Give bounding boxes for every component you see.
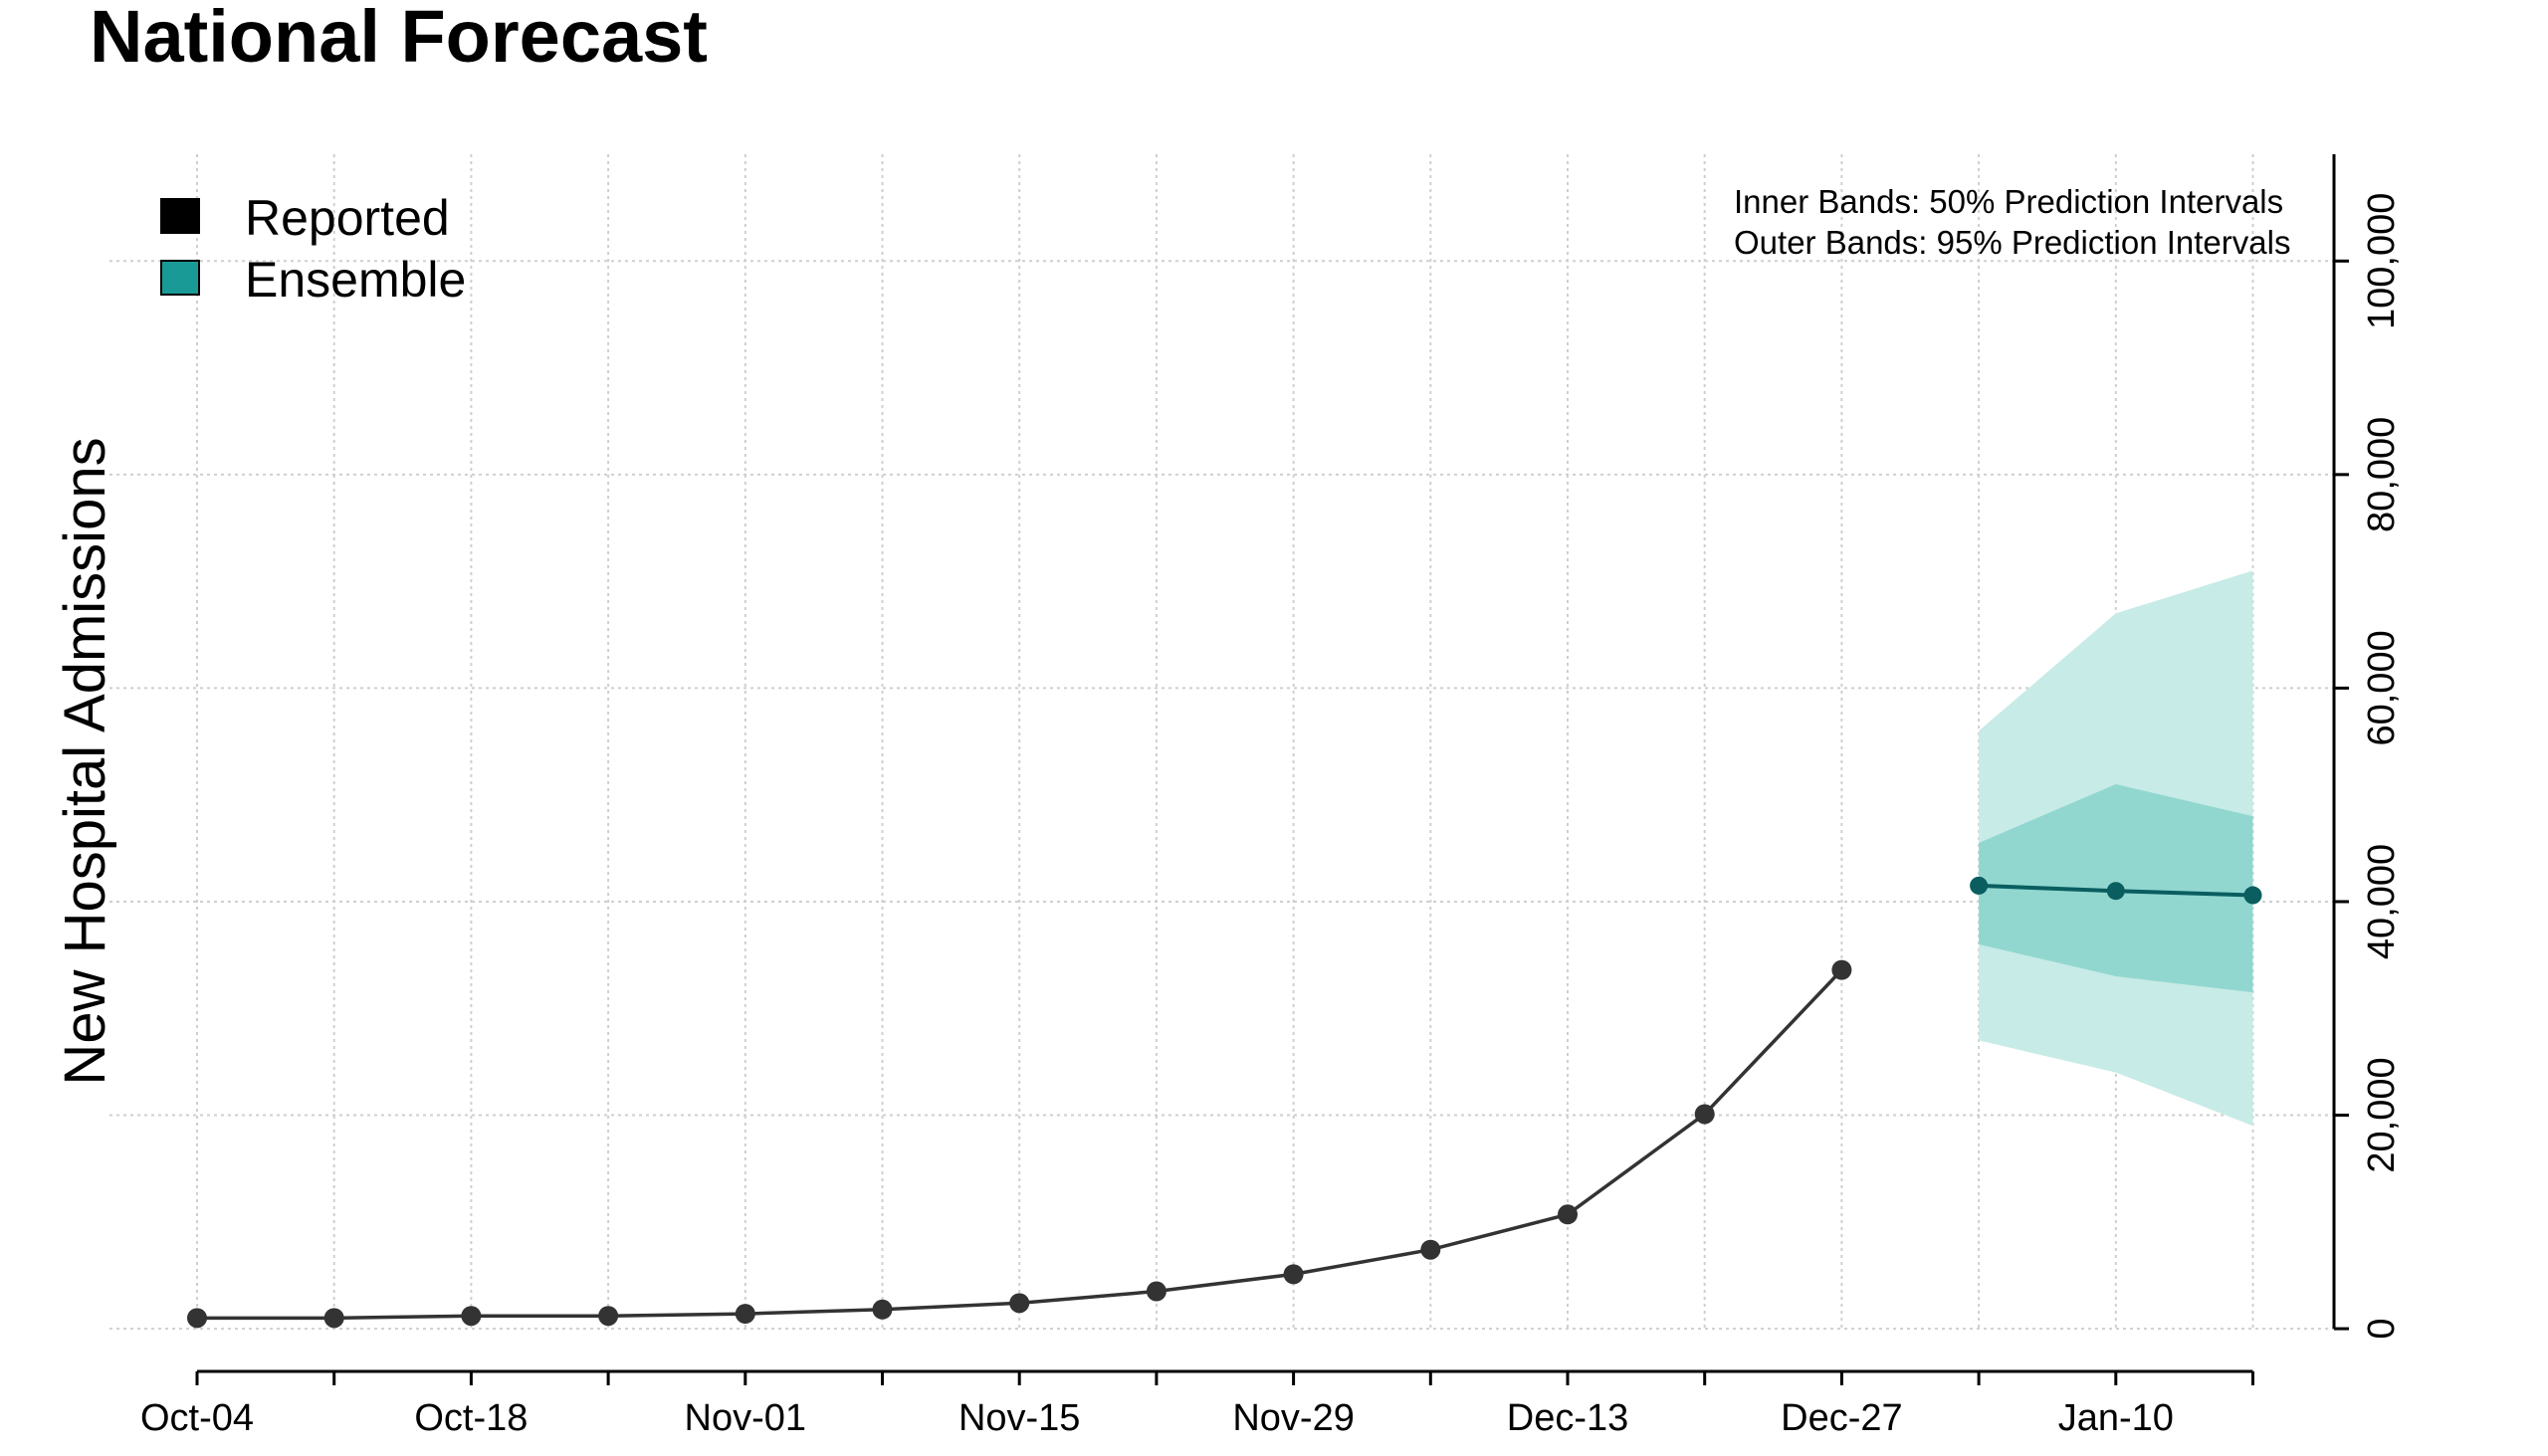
legend-swatch-ensemble (160, 260, 200, 296)
x-tick-label: Jan-10 (2058, 1397, 2174, 1439)
ensemble-point (2106, 882, 2125, 901)
x-tick-label: Nov-15 (958, 1397, 1081, 1439)
ensemble-point (1970, 876, 1989, 895)
y-tick-label: 60,000 (2361, 630, 2403, 745)
chart-title: National Forecast (90, 0, 708, 78)
ensemble-point (2243, 886, 2262, 905)
x-tick-label: Oct-04 (140, 1397, 254, 1439)
reported-point (1283, 1264, 1304, 1285)
x-axis-ticks: Oct-04 Oct-18 Nov-01 Nov-15 Nov-29 Dec-13 Dec-… (140, 1371, 2254, 1439)
interval-notes: Inner Bands: 50% Prediction Intervals Ou… (1734, 183, 2290, 261)
legend-label-ensemble: Ensemble (245, 252, 466, 308)
y-tick-label: 40,000 (2361, 844, 2403, 959)
x-tick-label: Dec-13 (1507, 1397, 1629, 1439)
y-tick-label: 20,000 (2361, 1057, 2403, 1172)
x-tick-label: Nov-01 (685, 1397, 807, 1439)
grid-lines (109, 154, 2334, 1332)
reported-point (1694, 1104, 1715, 1125)
x-tick-label: Nov-29 (1232, 1397, 1355, 1439)
outer-bands-note: Outer Bands: 95% Prediction Intervals (1734, 224, 2290, 261)
reported-point (1009, 1293, 1030, 1314)
reported-point (187, 1308, 207, 1329)
legend-swatch-reported (160, 198, 200, 234)
reported-point (461, 1306, 482, 1327)
x-tick-label: Oct-18 (414, 1397, 528, 1439)
reported-point (872, 1299, 893, 1320)
x-tick-label: Dec-27 (1781, 1397, 1903, 1439)
reported-point (1146, 1281, 1167, 1302)
series-points (187, 876, 2262, 1329)
reported-point (1558, 1204, 1578, 1225)
legend-label-reported: Reported (245, 190, 450, 246)
reported-point (1831, 959, 1852, 980)
prediction-bands (1979, 570, 2253, 1127)
reported-point (735, 1304, 755, 1325)
axes (197, 154, 2336, 1373)
series-lines (197, 883, 2253, 1321)
reported-point (598, 1306, 619, 1327)
reported-point (1420, 1239, 1441, 1260)
inner-bands-note: Inner Bands: 50% Prediction Intervals (1734, 183, 2283, 220)
y-axis-ticks: 0 20,000 40,000 60,000 80,000 100,000 (2334, 193, 2403, 1340)
y-axis-label: New Hospital Admissions (53, 437, 117, 1085)
y-tick-label: 100,000 (2361, 193, 2403, 329)
y-tick-label: 0 (2361, 1319, 2403, 1340)
legend: Reported Ensemble (160, 190, 466, 308)
y-tick-label: 80,000 (2361, 417, 2403, 532)
reported-point (323, 1308, 344, 1329)
